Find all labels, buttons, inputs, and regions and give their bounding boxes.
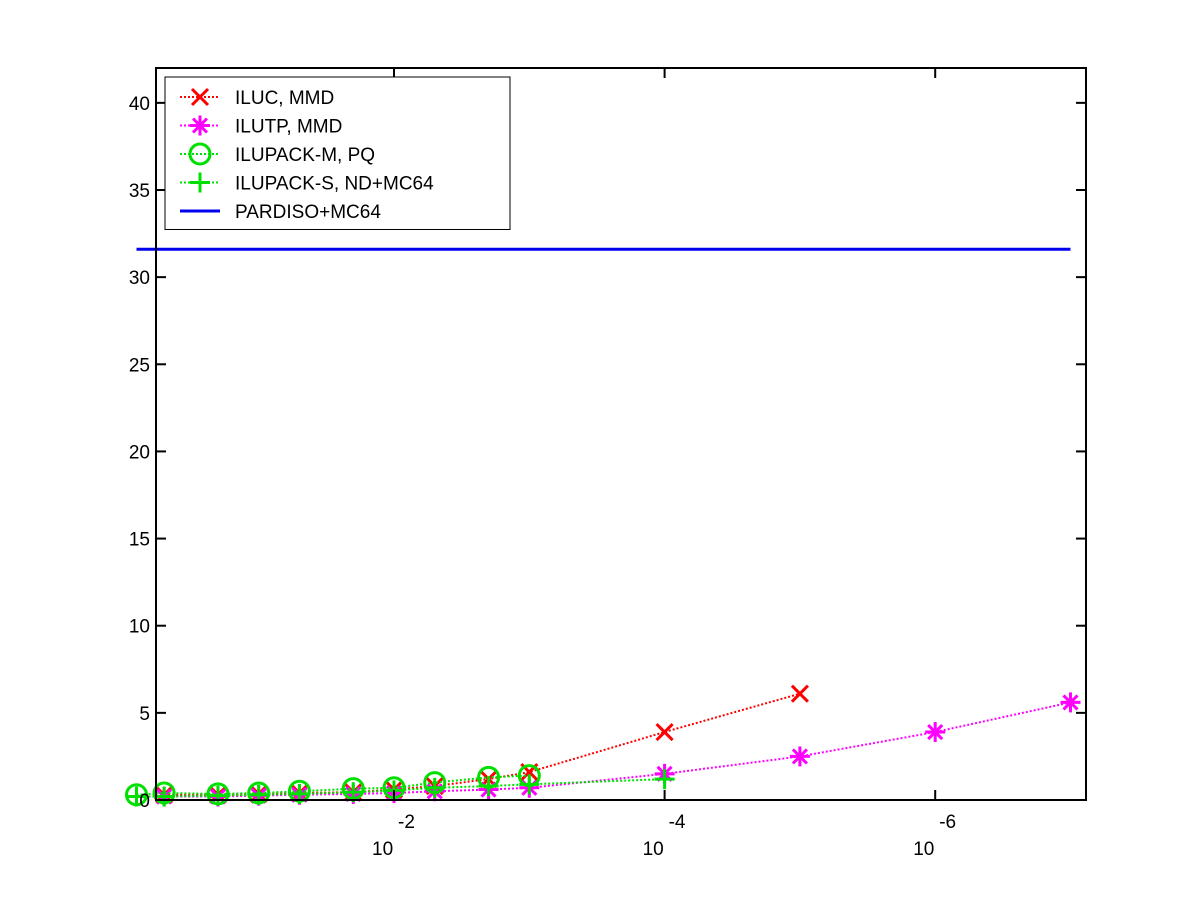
data-point-1-10 — [789, 746, 810, 767]
y-tick-label-4: 20 — [129, 442, 150, 463]
legend-label-0: ILUC, MMD — [235, 88, 334, 109]
x-tick-label-2: 10 — [913, 839, 934, 860]
data-point-0-9 — [655, 722, 674, 742]
legend-marker-3 — [190, 172, 210, 193]
data-point-3-8 — [478, 776, 499, 797]
legend-label-1: ILUTP, MMD — [235, 117, 342, 138]
x-tick-exponent-0: -2 — [398, 812, 415, 833]
x-tick-exponent-1: -4 — [669, 812, 686, 833]
y-tick-label-5: 25 — [129, 355, 150, 376]
data-point-1-12 — [1060, 692, 1081, 713]
legend-marker-1 — [190, 115, 210, 136]
legend-item-3: ILUPACK-S, ND+MC64 — [180, 172, 434, 195]
data-point-3-9 — [519, 774, 540, 795]
legend-marker-0 — [190, 87, 210, 107]
data-point-3-7 — [424, 777, 445, 798]
y-tick-label-2: 10 — [129, 617, 150, 638]
data-point-0-10 — [790, 684, 809, 703]
y-tick-label-3: 15 — [129, 530, 150, 551]
legend-item-1: ILUTP, MMD — [180, 115, 342, 138]
legend-item-0: ILUC, MMD — [180, 87, 334, 109]
data-point-1-11 — [925, 722, 946, 743]
data-point-3-10 — [654, 769, 675, 790]
series-layer — [125, 247, 1081, 807]
data-point-3-0 — [126, 786, 147, 807]
plot-frame — [155, 67, 1087, 801]
y-tick-label-7: 35 — [129, 181, 150, 202]
legend-box — [164, 76, 511, 230]
legend-item-4: PARDISO+MC64 — [180, 202, 381, 223]
x-tick-label-1: 10 — [643, 839, 664, 860]
y-tick-label-0: 0 — [139, 791, 150, 812]
legend: ILUC, MMD ILUTP, MMD ILUPACK-M, PQ ILUPACK-… — [164, 76, 511, 230]
data-point-3-1 — [154, 786, 175, 807]
x-tick-exponent-2: -6 — [939, 812, 956, 833]
data-point-3-2 — [207, 785, 228, 806]
legend-label-3: ILUPACK-S, ND+MC64 — [235, 174, 434, 195]
data-point-3-3 — [248, 784, 269, 805]
y-tick-label-8: 40 — [129, 94, 150, 115]
data-point-3-5 — [343, 782, 364, 803]
x-tick-label-0: 10 — [372, 839, 393, 860]
y-tick-label-1: 5 — [139, 704, 150, 725]
y-tick-label-6: 30 — [129, 268, 150, 289]
series-line-2 — [136, 774, 530, 796]
legend-label-2: ILUPACK-M, PQ — [235, 145, 375, 166]
legend-item-2: ILUPACK-M, PQ — [180, 142, 375, 166]
legend-marker-2 — [188, 142, 212, 166]
legend-label-4: PARDISO+MC64 — [235, 202, 381, 223]
